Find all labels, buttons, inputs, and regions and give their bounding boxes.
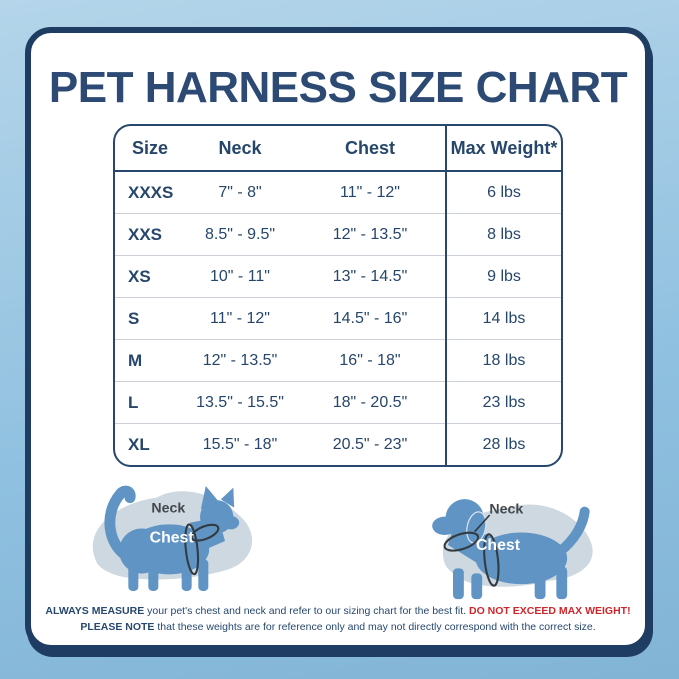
page-title: PET HARNESS SIZE CHART [48, 63, 628, 112]
weight-cell: 23 lbs [482, 393, 526, 411]
neck-cell: 7" - 8" [218, 183, 262, 201]
chest-cell: 13" - 14.5" [332, 267, 408, 285]
header-size: Size [132, 137, 169, 158]
size-cell: M [128, 350, 143, 370]
dog-measurement-diagram: Neck Chest [413, 475, 613, 600]
footnote-line-2-text: that these weights are for reference onl… [154, 620, 596, 633]
size-chart-card: PET HARNESS SIZE CHART Size Neck Chest M… [25, 27, 651, 651]
weight-cell: 18 lbs [482, 351, 526, 369]
size-cell: XXS [128, 224, 163, 244]
header-neck: Neck [218, 137, 262, 158]
footnote: ALWAYS MEASURE your pet's chest and neck… [31, 604, 645, 636]
neck-cell: 8.5" - 9.5" [204, 225, 276, 243]
neck-cell: 10" - 11" [210, 267, 270, 285]
dog-neck-strap [443, 531, 480, 552]
neck-cell: 15.5" - 18" [202, 435, 278, 453]
weight-cell: 28 lbs [482, 435, 526, 453]
weight-cell: 9 lbs [487, 267, 521, 285]
footnote-line-1: ALWAYS MEASURE your pet's chest and neck… [31, 604, 645, 620]
table-row: XXS 8.5" - 9.5" 12" - 13.5" 8 lbs [115, 214, 561, 256]
cat-neck-label: Neck [151, 501, 185, 517]
size-cell: S [128, 308, 140, 328]
header-chest: Chest [344, 137, 395, 158]
size-cell: XS [128, 266, 151, 286]
table-row: M 12" - 13.5" 16" - 18" 18 lbs [115, 340, 561, 382]
max-weight-warning: DO NOT EXCEED MAX WEIGHT! [468, 605, 631, 617]
size-cell: XXXS [128, 182, 174, 202]
dog-neck-label: Neck [489, 501, 523, 517]
table-row: L 13.5" - 15.5" 18" - 20.5" 23 lbs [115, 382, 561, 424]
chest-cell: 18" - 20.5" [332, 393, 408, 411]
neck-cell: 12" - 13.5" [202, 351, 278, 369]
chest-cell: 12" - 13.5" [332, 225, 408, 243]
table-row: XXXS 7" - 8" 11" - 12" 6 lbs [115, 172, 561, 214]
table-row: S 11" - 12" 14.5" - 16" 14 lbs [115, 298, 561, 340]
chest-cell: 20.5" - 23" [332, 435, 408, 453]
cat-neck-strap [190, 523, 220, 542]
table-row: XL 15.5" - 18" 20.5" - 23" 28 lbs [115, 424, 561, 465]
cat-chest-strap [184, 523, 200, 576]
footnote-please-note: PLEASE NOTE [80, 620, 155, 633]
dog-neck-leader-line [474, 514, 491, 533]
weight-cell: 14 lbs [482, 309, 526, 327]
size-cell: XL [128, 434, 150, 454]
footnote-line-1-text: your pet's chest and neck and refer to o… [144, 605, 469, 617]
footnote-line-2: PLEASE NOTE that these weights are for r… [31, 620, 645, 636]
neck-cell: 11" - 12" [210, 309, 270, 327]
neck-cell: 13.5" - 15.5" [196, 393, 284, 411]
size-table: Size Neck Chest Max Weight* XXXS 7" - 8"… [113, 124, 563, 467]
cat-chest-label: Chest [150, 530, 195, 547]
footnote-always-measure: ALWAYS MEASURE [45, 605, 145, 617]
cat-measurement-diagram: Neck Chest [75, 471, 275, 594]
dog-illustration-icon: Neck Chest [432, 499, 593, 600]
chest-cell: 11" - 12" [340, 183, 400, 201]
chest-cell: 14.5" - 16" [332, 309, 408, 327]
dog-chest-label: Chest [476, 537, 521, 554]
size-cell: L [128, 392, 139, 412]
cat-silhouette [104, 485, 240, 591]
table-row: XS 10" - 11" 13" - 14.5" 9 lbs [115, 256, 561, 298]
weight-cell: 8 lbs [487, 225, 521, 243]
cat-illustration-icon: Neck Chest [92, 485, 253, 591]
chest-cell: 16" - 18" [339, 351, 401, 369]
table-column-divider [445, 126, 447, 465]
table-header-row: Size Neck Chest Max Weight* [115, 126, 561, 172]
dog-chest-strap [483, 533, 500, 587]
header-max-weight: Max Weight* [450, 137, 558, 158]
weight-cell: 6 lbs [487, 183, 521, 201]
